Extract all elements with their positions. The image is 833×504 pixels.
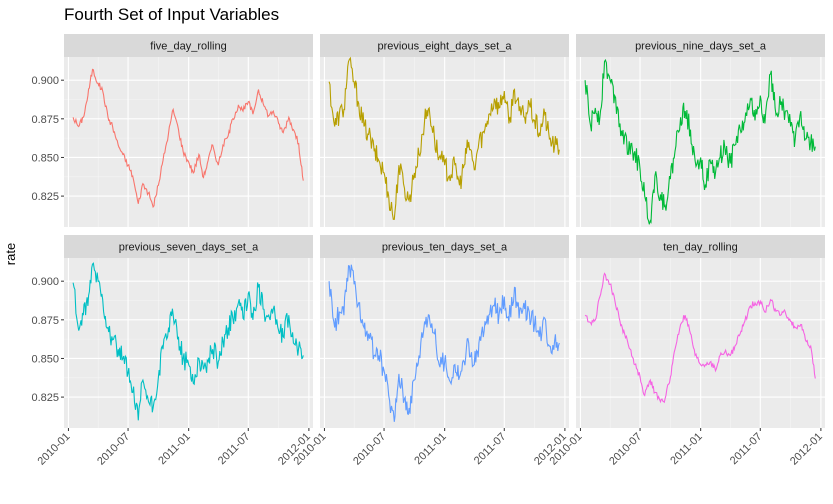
facet-panel: previous_seven_days_set_a 0.825 0.850 0.875… [31,235,313,468]
y-tick-label: 0.825 [31,191,59,203]
x-tick-label: 2010-07 [607,431,644,468]
series-line [328,264,560,422]
x-tick-label: 2010-07 [95,431,132,468]
y-tick-label: 0.875 [31,114,59,126]
facet-panel: previous_nine_days_set_a [576,34,825,227]
series-line [584,272,816,404]
facet-strip-label: previous_eight_days_set_a [378,41,513,53]
facet-strip [64,34,313,57]
facet-strip [320,34,569,57]
facet-strip [320,235,569,258]
facet-strip-label: previous_ten_days_set_a [382,242,508,254]
y-tick-label: 0.850 [31,353,59,365]
series-line [584,58,816,225]
facet-strip-label: previous_nine_days_set_a [635,41,767,53]
facet-panel: previous_eight_days_set_a [320,34,569,227]
facet-strip-label: previous_seven_days_set_a [119,242,259,254]
x-tick-label: 2011-07 [216,431,252,467]
x-tick-label: 2011-07 [728,431,764,467]
chart-title: Fourth Set of Input Variables [64,5,279,24]
x-tick-label: 2010-01 [36,431,73,468]
x-tick-label: 2011-07 [472,431,508,467]
x-tick-label: 2011-01 [412,431,448,467]
y-tick-label: 0.875 [31,315,59,327]
facet-strip [576,34,825,57]
series-line [72,68,304,209]
facet-panels: five_day_rolling0.8250.8500.8750.900prev… [31,34,825,468]
facet-strip-label: five_day_rolling [150,41,226,53]
y-axis-title: rate [3,243,18,265]
x-tick-label: 2011-01 [668,431,704,467]
facet-strip-label: ten_day_rolling [663,242,738,254]
facet-panel: five_day_rolling 0.825 0.850 0.875 0.900 [31,34,313,227]
y-tick-label: 0.900 [31,75,59,87]
x-tick-label: 2010-07 [351,431,388,468]
y-tick-label: 0.900 [31,276,59,288]
facet-strip [576,235,825,258]
series-line [72,262,304,421]
y-tick-label: 0.850 [31,152,59,164]
facet-strip [64,235,313,258]
series-line [328,56,560,220]
y-tick-label: 0.825 [31,392,59,404]
x-tick-label: 2012-01 [788,431,825,468]
x-tick-label: 2011-01 [156,431,192,467]
